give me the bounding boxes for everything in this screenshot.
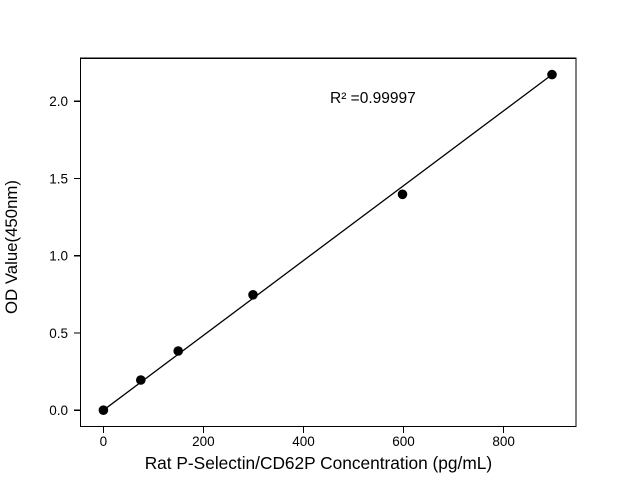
svg-text:0.5: 0.5 (49, 326, 68, 341)
svg-text:R² =0.99997: R² =0.99997 (330, 90, 416, 107)
svg-text:1.5: 1.5 (49, 171, 68, 186)
svg-text:600: 600 (392, 434, 415, 449)
svg-text:0.0: 0.0 (49, 403, 68, 418)
svg-text:0: 0 (100, 434, 108, 449)
svg-text:2.0: 2.0 (49, 94, 68, 109)
svg-text:800: 800 (492, 434, 515, 449)
svg-text:200: 200 (192, 434, 215, 449)
svg-text:400: 400 (292, 434, 315, 449)
svg-text:1.0: 1.0 (49, 249, 68, 264)
svg-text:Rat P-Selectin/CD62P Concentra: Rat P-Selectin/CD62P Concentration (pg/m… (145, 453, 492, 473)
svg-text:OD Value(450nm): OD Value(450nm) (2, 180, 21, 314)
